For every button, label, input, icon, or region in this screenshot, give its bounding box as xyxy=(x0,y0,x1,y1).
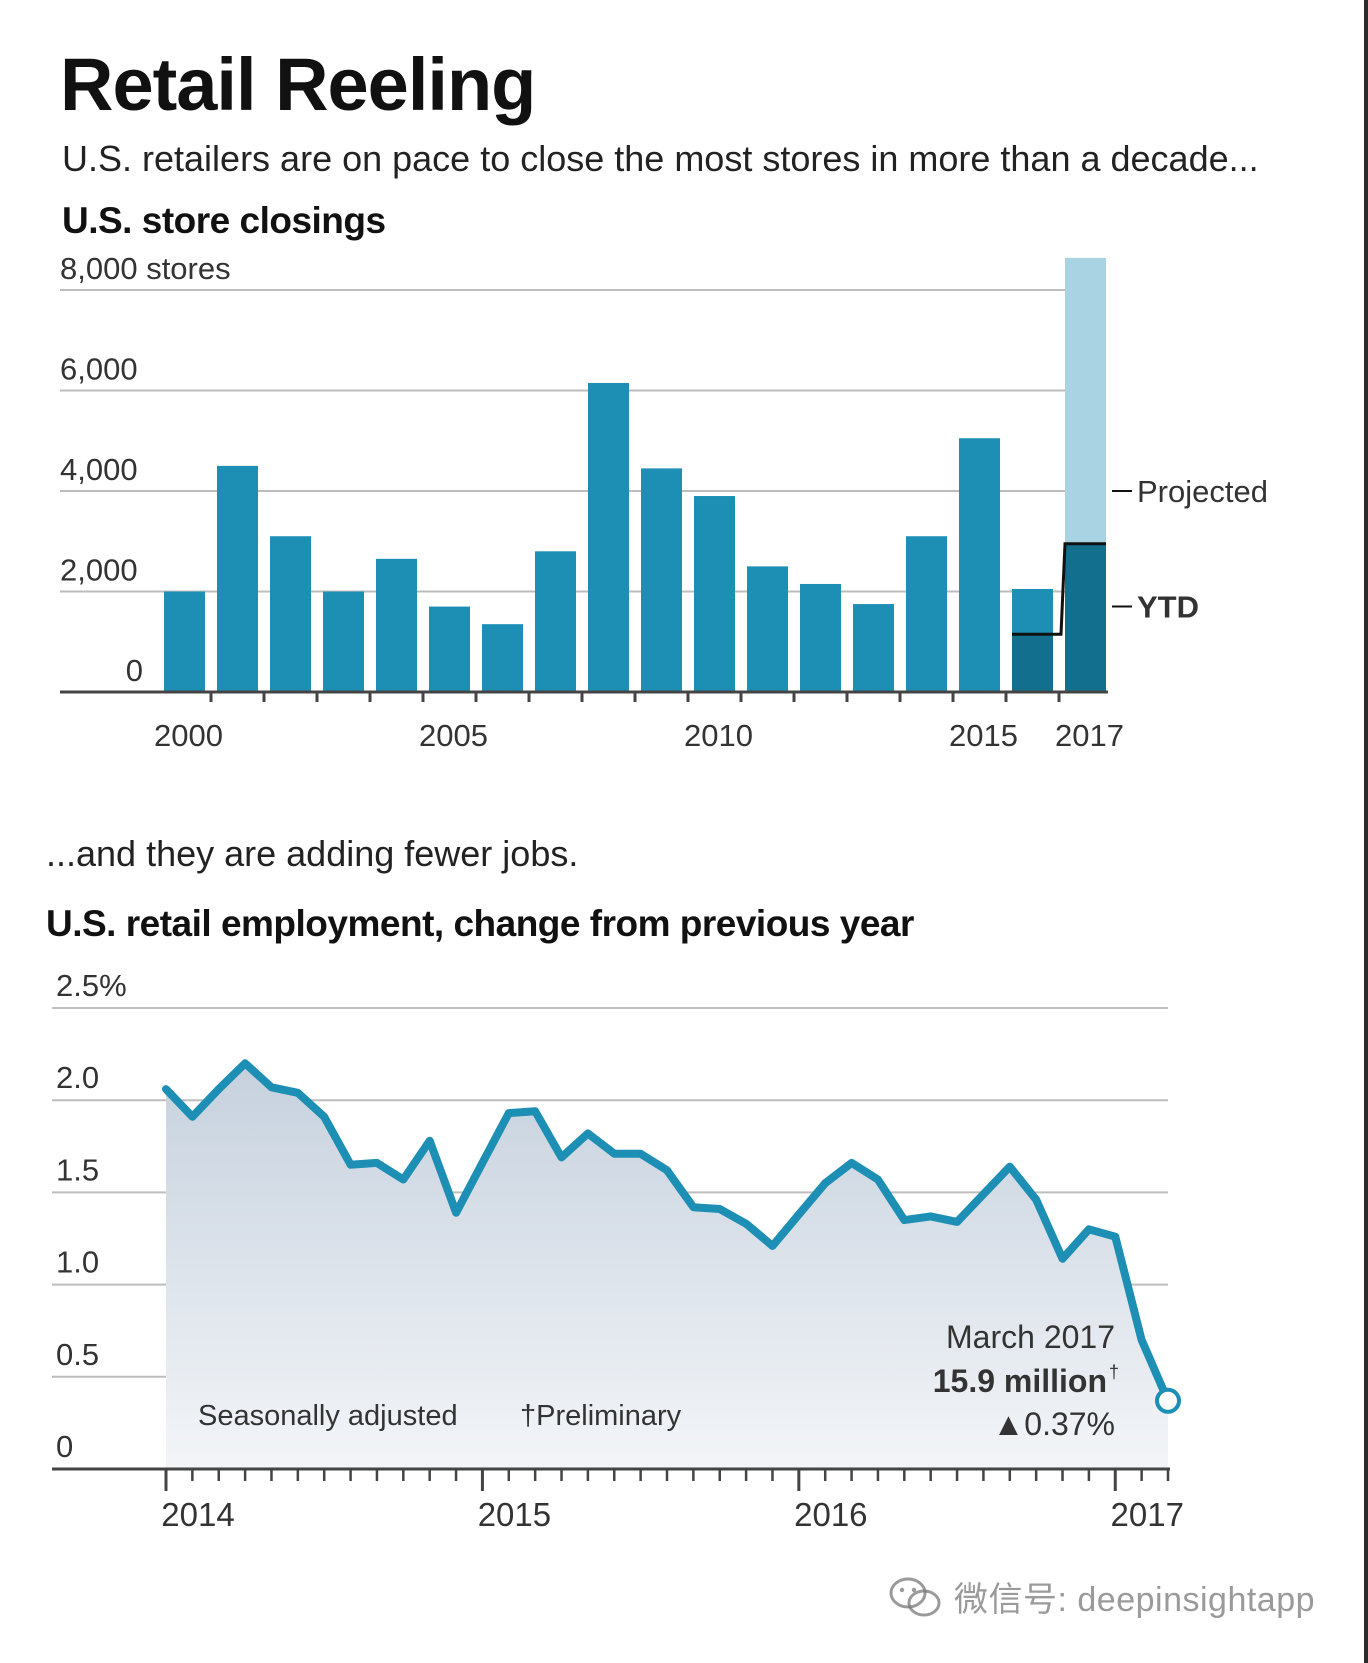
chart-subtitle: U.S. retailers are on pace to close the … xyxy=(62,138,1259,179)
bar-2010 xyxy=(694,496,735,692)
march-2017-annotation: March 2017 15.9 million † ▲0.37% xyxy=(933,1319,1119,1442)
bar-2011 xyxy=(747,566,788,692)
bar-2013 xyxy=(853,604,894,692)
wechat-icon xyxy=(888,1575,944,1619)
bar-x-axis xyxy=(60,690,1108,702)
bar-series xyxy=(164,257,1106,692)
bar-tick-labels: 0 2,000 4,000 6,000 8,000 stores 2000 2005 2010… xyxy=(60,251,1124,753)
bar-2007 xyxy=(535,551,576,692)
retail-employment-chart: Seasonally adjusted †Preliminary 0 0.5 1.0 1… xyxy=(52,968,1184,1533)
bar-y-tick-label: 0 xyxy=(126,653,143,688)
line-y-tick-label: 0 xyxy=(56,1429,73,1464)
store-closings-chart: 0 2,000 4,000 6,000 8,000 stores 2000 2005 2010… xyxy=(60,251,1268,753)
bar-x-tick-label: 2010 xyxy=(684,718,753,753)
wechat-watermark: 微信号: deepinsightapp xyxy=(888,1572,1315,1621)
employment-chart-heading: U.S. retail employment, change from prev… xyxy=(46,903,914,944)
jobs-intro-text: ...and they are adding fewer jobs. xyxy=(46,833,579,874)
watermark-text: 微信号: deepinsightapp xyxy=(954,1581,1316,1619)
bar-ytd-2016 xyxy=(1012,634,1053,692)
bar-2003 xyxy=(323,591,364,692)
line-x-tick-label: 2015 xyxy=(478,1496,551,1533)
bar-2002 xyxy=(270,536,311,692)
preliminary-note: †Preliminary xyxy=(520,1400,682,1432)
bar-2006 xyxy=(482,624,523,692)
bar-x-tick-label: 2005 xyxy=(419,718,488,753)
bar-y-tick-label: 8,000 stores xyxy=(60,251,231,286)
annotation-dagger: † xyxy=(1109,1362,1119,1382)
line-tick-labels: 0 0.5 1.0 1.5 2.0 2.5% 2014 2015 2016 2017 xyxy=(56,968,1184,1533)
bar-x-tick-label: 2000 xyxy=(154,718,223,753)
bar-2000 xyxy=(164,591,205,692)
seasonally-adjusted-note: Seasonally adjusted xyxy=(198,1400,458,1432)
annotation-value: 15.9 million xyxy=(933,1363,1107,1399)
line-x-tick-label: 2017 xyxy=(1111,1496,1184,1533)
bar-legend: Projected YTD xyxy=(1112,474,1268,625)
bar-2014 xyxy=(906,536,947,692)
employment-points xyxy=(165,1063,1181,1414)
bar-2004 xyxy=(376,558,417,692)
line-y-tick-label: 2.5% xyxy=(56,968,127,1003)
bar-x-tick-label: 2015 xyxy=(949,718,1018,753)
bar-y-tick-label: 2,000 xyxy=(60,553,138,588)
bar-2017 xyxy=(1065,543,1106,692)
annotation-date: March 2017 xyxy=(946,1319,1115,1355)
line-x-axis xyxy=(52,1467,1170,1491)
line-x-tick-label: 2014 xyxy=(161,1496,234,1533)
line-x-tick-label: 2016 xyxy=(794,1496,867,1533)
bar-2001 xyxy=(217,465,258,692)
bar-2012 xyxy=(800,583,841,692)
bar-2009 xyxy=(641,468,682,692)
bar-x-tick-label: 2017 xyxy=(1055,718,1124,753)
ytd-step-line xyxy=(1012,542,1106,636)
ytd-label: YTD xyxy=(1137,590,1199,625)
bar-y-tick-label: 6,000 xyxy=(60,352,138,387)
bar-y-tick-label: 4,000 xyxy=(60,452,138,487)
line-y-tick-label: 2.0 xyxy=(56,1060,99,1095)
bar-2005 xyxy=(429,606,470,692)
employment-notes: Seasonally adjusted †Preliminary xyxy=(198,1400,682,1432)
line-y-tick-label: 0.5 xyxy=(56,1337,99,1372)
store-chart-heading: U.S. store closings xyxy=(62,200,386,241)
bar-2008 xyxy=(588,382,629,692)
bar-2015 xyxy=(959,438,1000,692)
line-y-tick-label: 1.0 xyxy=(56,1245,99,1280)
annotation-change: ▲0.37% xyxy=(993,1406,1115,1442)
projected-label: Projected xyxy=(1137,474,1268,509)
line-y-tick-label: 1.5 xyxy=(56,1152,99,1187)
page-edge xyxy=(1364,0,1368,1663)
latest-point-marker xyxy=(1155,1387,1181,1414)
chart-title: Retail Reeling xyxy=(60,43,536,126)
